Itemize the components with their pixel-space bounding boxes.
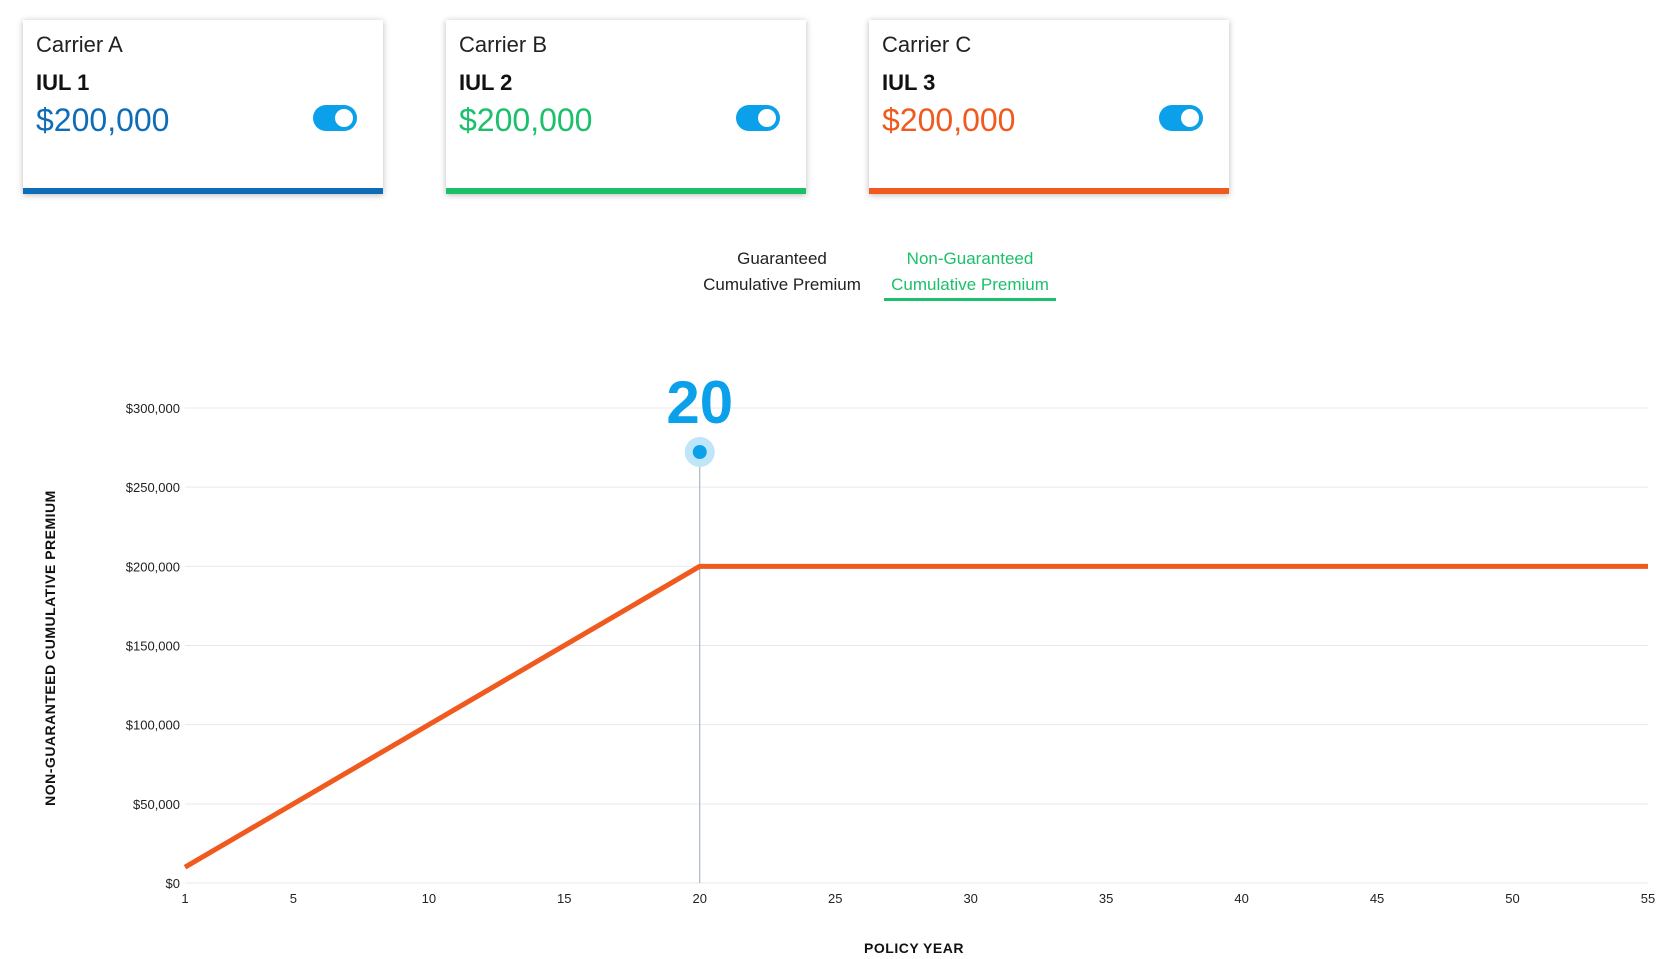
premium-line-chart: $0 $50,000 $100,000 $150,000 $200,000 $250,00… [126,369,1655,906]
toggle-knob [335,109,353,127]
card-color-bar [869,188,1229,194]
toggle-switch[interactable] [313,105,357,131]
product-name: IUL 1 [36,70,90,95]
tab-label-line2: Cumulative Premium [703,275,861,294]
y-tick-label: $50,000 [133,797,180,812]
x-tick-label: 55 [1641,891,1655,906]
card-color-bar [23,188,383,194]
x-tick-label: 15 [557,891,571,906]
x-tick-label: 40 [1234,891,1248,906]
y-axis-label: NON-GUARANTEED CUMULATIVE PREMIUM [42,490,58,806]
x-tick-label: 25 [828,891,842,906]
tab-label-line1: Non-Guaranteed [906,249,1034,268]
year-cursor-handle[interactable] [692,445,707,459]
x-tick-label: 45 [1370,891,1384,906]
tab-label-line2: Cumulative Premium [891,275,1049,294]
y-axis-ticks: $0 $50,000 $100,000 $150,000 $200,000 $250,00… [126,401,180,891]
face-amount: $200,000 [36,102,170,138]
x-axis-label: POLICY YEAR [864,940,964,956]
x-tick-label: 1 [181,891,188,906]
face-amount: $200,000 [882,102,1016,138]
tab-non-guaranteed[interactable]: Non-Guaranteed Cumulative Premium [884,246,1056,301]
y-tick-label: $150,000 [126,639,180,654]
x-tick-label: 10 [422,891,436,906]
product-name: IUL 3 [882,70,936,95]
face-amount: $200,000 [459,102,593,138]
series-line [183,563,1648,870]
x-tick-label: 5 [290,891,297,906]
toggle-knob [758,109,776,127]
y-tick-label: $250,000 [126,480,180,495]
tab-guaranteed[interactable]: Guaranteed Cumulative Premium [694,246,870,298]
carrier-name: Carrier A [36,32,123,57]
carrier-name: Carrier C [882,32,972,57]
y-tick-label: $200,000 [126,559,180,574]
x-tick-label: 20 [693,891,707,906]
carrier-name: Carrier B [459,32,548,57]
toggle-switch[interactable] [1159,105,1203,131]
year-cursor-label: 20 [666,369,733,436]
carrier-card-b[interactable]: Carrier B IUL 2 $200,000 [446,20,806,194]
toggle-knob [1181,109,1199,127]
card-color-bar [446,188,806,194]
carrier-card-c[interactable]: Carrier C IUL 3 $200,000 [869,20,1229,194]
x-tick-label: 35 [1099,891,1113,906]
chart-grid [185,407,1648,884]
y-tick-label: $100,000 [126,718,180,733]
carrier-card-a[interactable]: Carrier A IUL 1 $200,000 [23,20,383,194]
product-name: IUL 2 [459,70,513,95]
y-tick-label: $0 [166,876,180,891]
y-tick-label: $300,000 [126,401,180,416]
toggle-switch[interactable] [736,105,780,131]
x-tick-label: 30 [963,891,977,906]
x-tick-label: 50 [1505,891,1519,906]
tab-label-line1: Guaranteed [737,249,827,268]
x-axis-ticks: 1 5 10 15 20 25 30 35 40 45 50 55 [181,891,1655,906]
chart-series [183,563,1648,870]
